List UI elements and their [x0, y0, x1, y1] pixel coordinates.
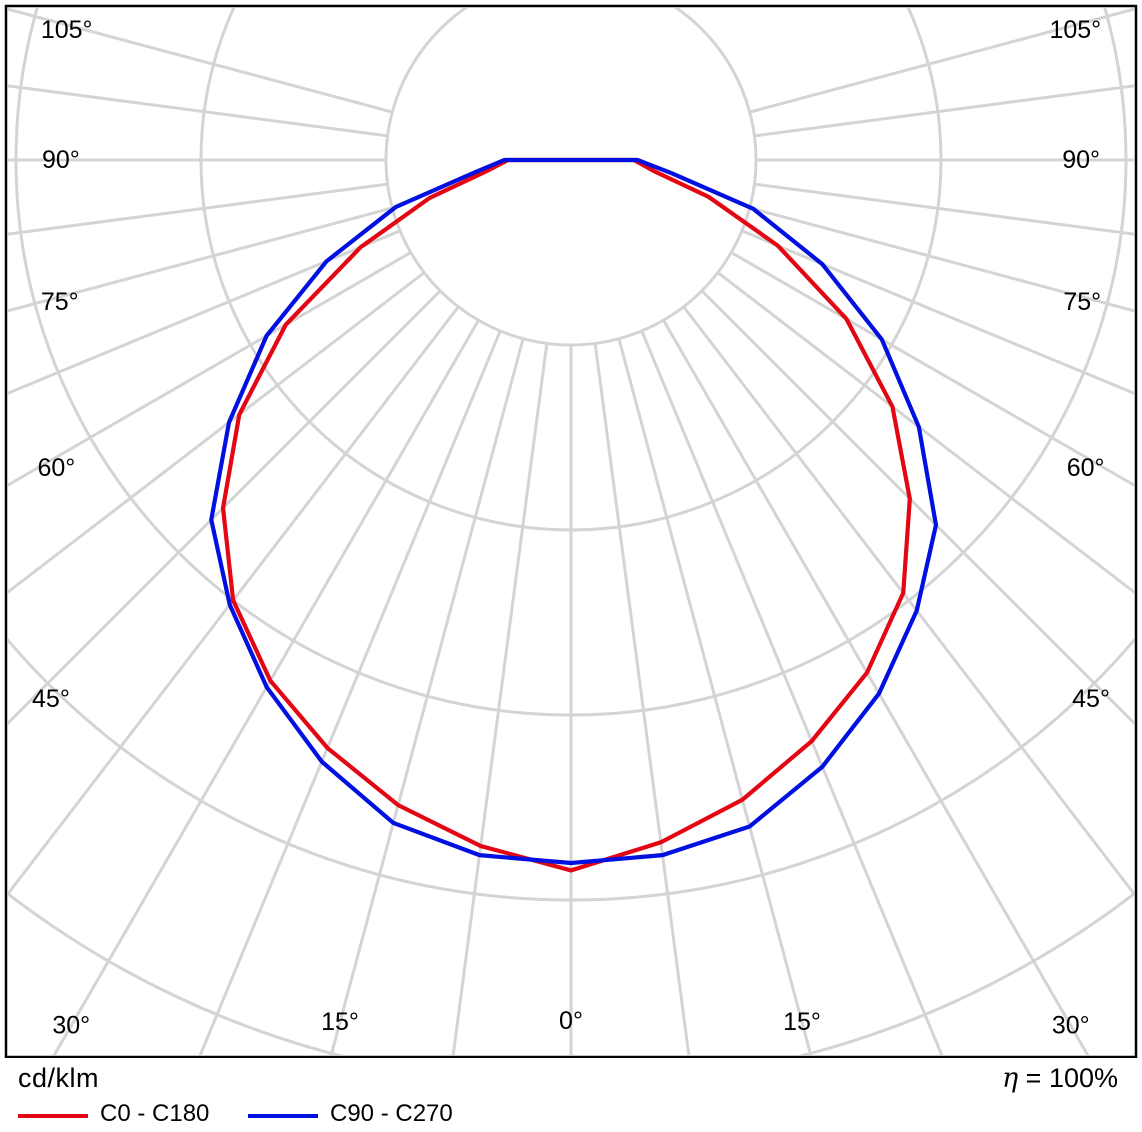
legend-label-c90-c270: C90 - C270 [330, 1100, 453, 1127]
grid-ray [8, 271, 426, 594]
grid-ray [8, 229, 401, 395]
angle-label: 0° [559, 1007, 583, 1035]
angle-label: 30° [52, 1012, 90, 1040]
grid-ray [640, 330, 944, 1055]
grid-ray [749, 8, 1134, 114]
curve-c0-c180 [220, 157, 912, 873]
radial-unit-label: cd/klm [18, 1063, 100, 1093]
grid-ray [8, 251, 412, 487]
grid-ray [8, 206, 393, 313]
grid-ring [384, 8, 758, 347]
angle-label: 90° [42, 146, 80, 174]
legend-label-c0-c180: C0 - C180 [100, 1100, 210, 1127]
grid-ray [8, 84, 388, 138]
angle-label: 105° [1049, 16, 1101, 44]
angle-label: 75° [41, 288, 79, 316]
grid-ray [198, 330, 502, 1055]
grid-ray [8, 8, 393, 114]
grid-ray [8, 182, 388, 236]
angle-label: 105° [41, 16, 93, 44]
grid-ray [8, 289, 442, 726]
curve-c90-c270 [209, 157, 939, 866]
legend-swatch-c0-c180 [18, 1114, 88, 1118]
angle-label: 60° [1067, 454, 1105, 482]
efficiency-label: η = 100% [1001, 1063, 1118, 1094]
angle-label: 30° [1052, 1012, 1090, 1040]
angle-label: 15° [783, 1008, 821, 1036]
grid-ray [8, 305, 460, 897]
grid-ray [329, 338, 525, 1055]
grid-ray [730, 251, 1134, 487]
chart-footer: cd/klm η = 100% C0 - C180 C90 - C270 [0, 1058, 1142, 1132]
curves [209, 157, 939, 873]
angle-label: 15° [321, 1008, 359, 1036]
angle-label: 60° [37, 454, 75, 482]
grid-ray [754, 84, 1134, 138]
angle-label: 75° [1063, 288, 1101, 316]
angle-label: 45° [32, 685, 70, 713]
grid-ray [451, 343, 549, 1055]
plot-frame [4, 4, 1138, 1059]
grid-ray [749, 206, 1134, 313]
legend-swatch-c90-c270 [248, 1114, 318, 1118]
grid-ray [617, 338, 813, 1055]
polar-grid [8, 8, 1134, 1055]
grid-ray [741, 229, 1134, 395]
grid-ray [682, 305, 1134, 897]
grid-ray [593, 343, 691, 1055]
angle-label: 45° [1072, 685, 1110, 713]
angle-label: 90° [1062, 146, 1100, 174]
grid-ray [700, 289, 1134, 726]
polar-chart: 0° 15° 15° 30° 30° 45° 45° 60° 60° 75° 75° 90° 90° 10… [4, 4, 1138, 1059]
grid-ray [52, 319, 480, 1055]
grid-ray [662, 319, 1090, 1055]
grid-ray [754, 182, 1134, 236]
